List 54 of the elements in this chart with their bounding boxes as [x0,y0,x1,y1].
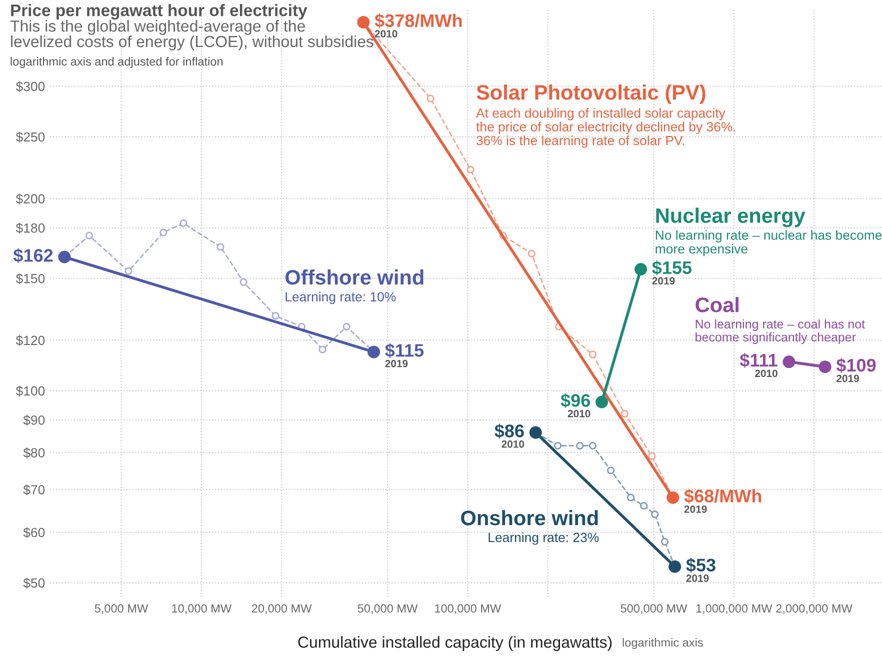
y-tick-label: $200 [16,194,45,204]
y-tick-label: $120 [16,335,45,346]
data-label: $115 [385,343,424,358]
x-tick-label: 50,000 MW [358,604,418,614]
annotation: 2019 [652,277,675,285]
annotation: 2010 [755,370,778,378]
data-label: $162 [13,248,53,264]
data-label: $155 [652,260,692,276]
annotation: 2019 [684,505,707,513]
y-tick-label: $90 [23,414,45,426]
y-tick-label: $300 [16,81,45,92]
annotation: logarithmic axis and adjusted for inflation [10,57,223,68]
text: Solar Photovoltaic (PV) [476,84,706,104]
y-tick-label: $150 [16,273,45,284]
annotation: 2019 [836,374,859,382]
text: Coal [696,296,738,312]
x-tick-label: 1,000,000 MW [696,604,772,614]
chart-title: Price per megawatt hour of electricity [11,4,308,20]
annotation: No learning rate – nuclear has become more expensive [656,230,882,256]
y-tick-label: $70 [23,484,45,496]
annotation: 2019 [385,360,408,368]
x-tick-label: 20,000 MW [252,604,312,614]
y-tick-label: $100 [16,386,45,396]
y-tick-label: $80 [23,448,45,458]
annotation: At each doubling of installed solar capacity the price of solar electricity declined by 36%. 36% is the learning rate of solar PV. [476,108,736,148]
x-tick-label: 100,000 MW [435,604,502,614]
annotation: 2010 [568,410,590,418]
series-label: Offshore wind [285,269,424,285]
data-label: $86 [494,424,524,438]
x-tick-label: 5,000 MW [94,604,148,614]
x-tick-label: 2,000,000 MW [776,604,852,614]
text: This is the global weighted-average of the levelized costs of energy (LCOE), without subsidies [10,20,374,50]
data-label: $68/MWh [684,488,762,504]
series-label: Nuclear energy [656,208,806,228]
data-label: $96 [560,393,590,408]
annotation: 2019 [686,574,709,582]
annotation: No learning rate – coal has not become significantly cheaper [696,319,865,344]
text: logarithmic axis [622,638,703,650]
annotation: 2010 [502,440,524,448]
annotation: 2010 [374,30,398,38]
data-label: $378/MWh [374,13,462,28]
data-label: $53 [686,558,716,573]
y-tick-label: $60 [23,527,45,538]
annotation: Learning rate: 10% [286,292,396,304]
y-tick-label: $180 [16,222,45,234]
annotation: Learning rate: 23% [488,532,599,545]
data-label: $109 [836,358,876,373]
series-label: Onshore wind [461,510,598,526]
x-tick-label: 10,000 MW [172,604,232,614]
data-label: $111 [740,353,778,368]
y-tick-label: $250 [16,132,45,142]
y-tick-label: $50 [23,578,45,588]
x-tick-label: 500,000 MW [620,604,688,614]
x-axis-title: Cumulative installed capacity (in megawatts) [298,636,612,651]
